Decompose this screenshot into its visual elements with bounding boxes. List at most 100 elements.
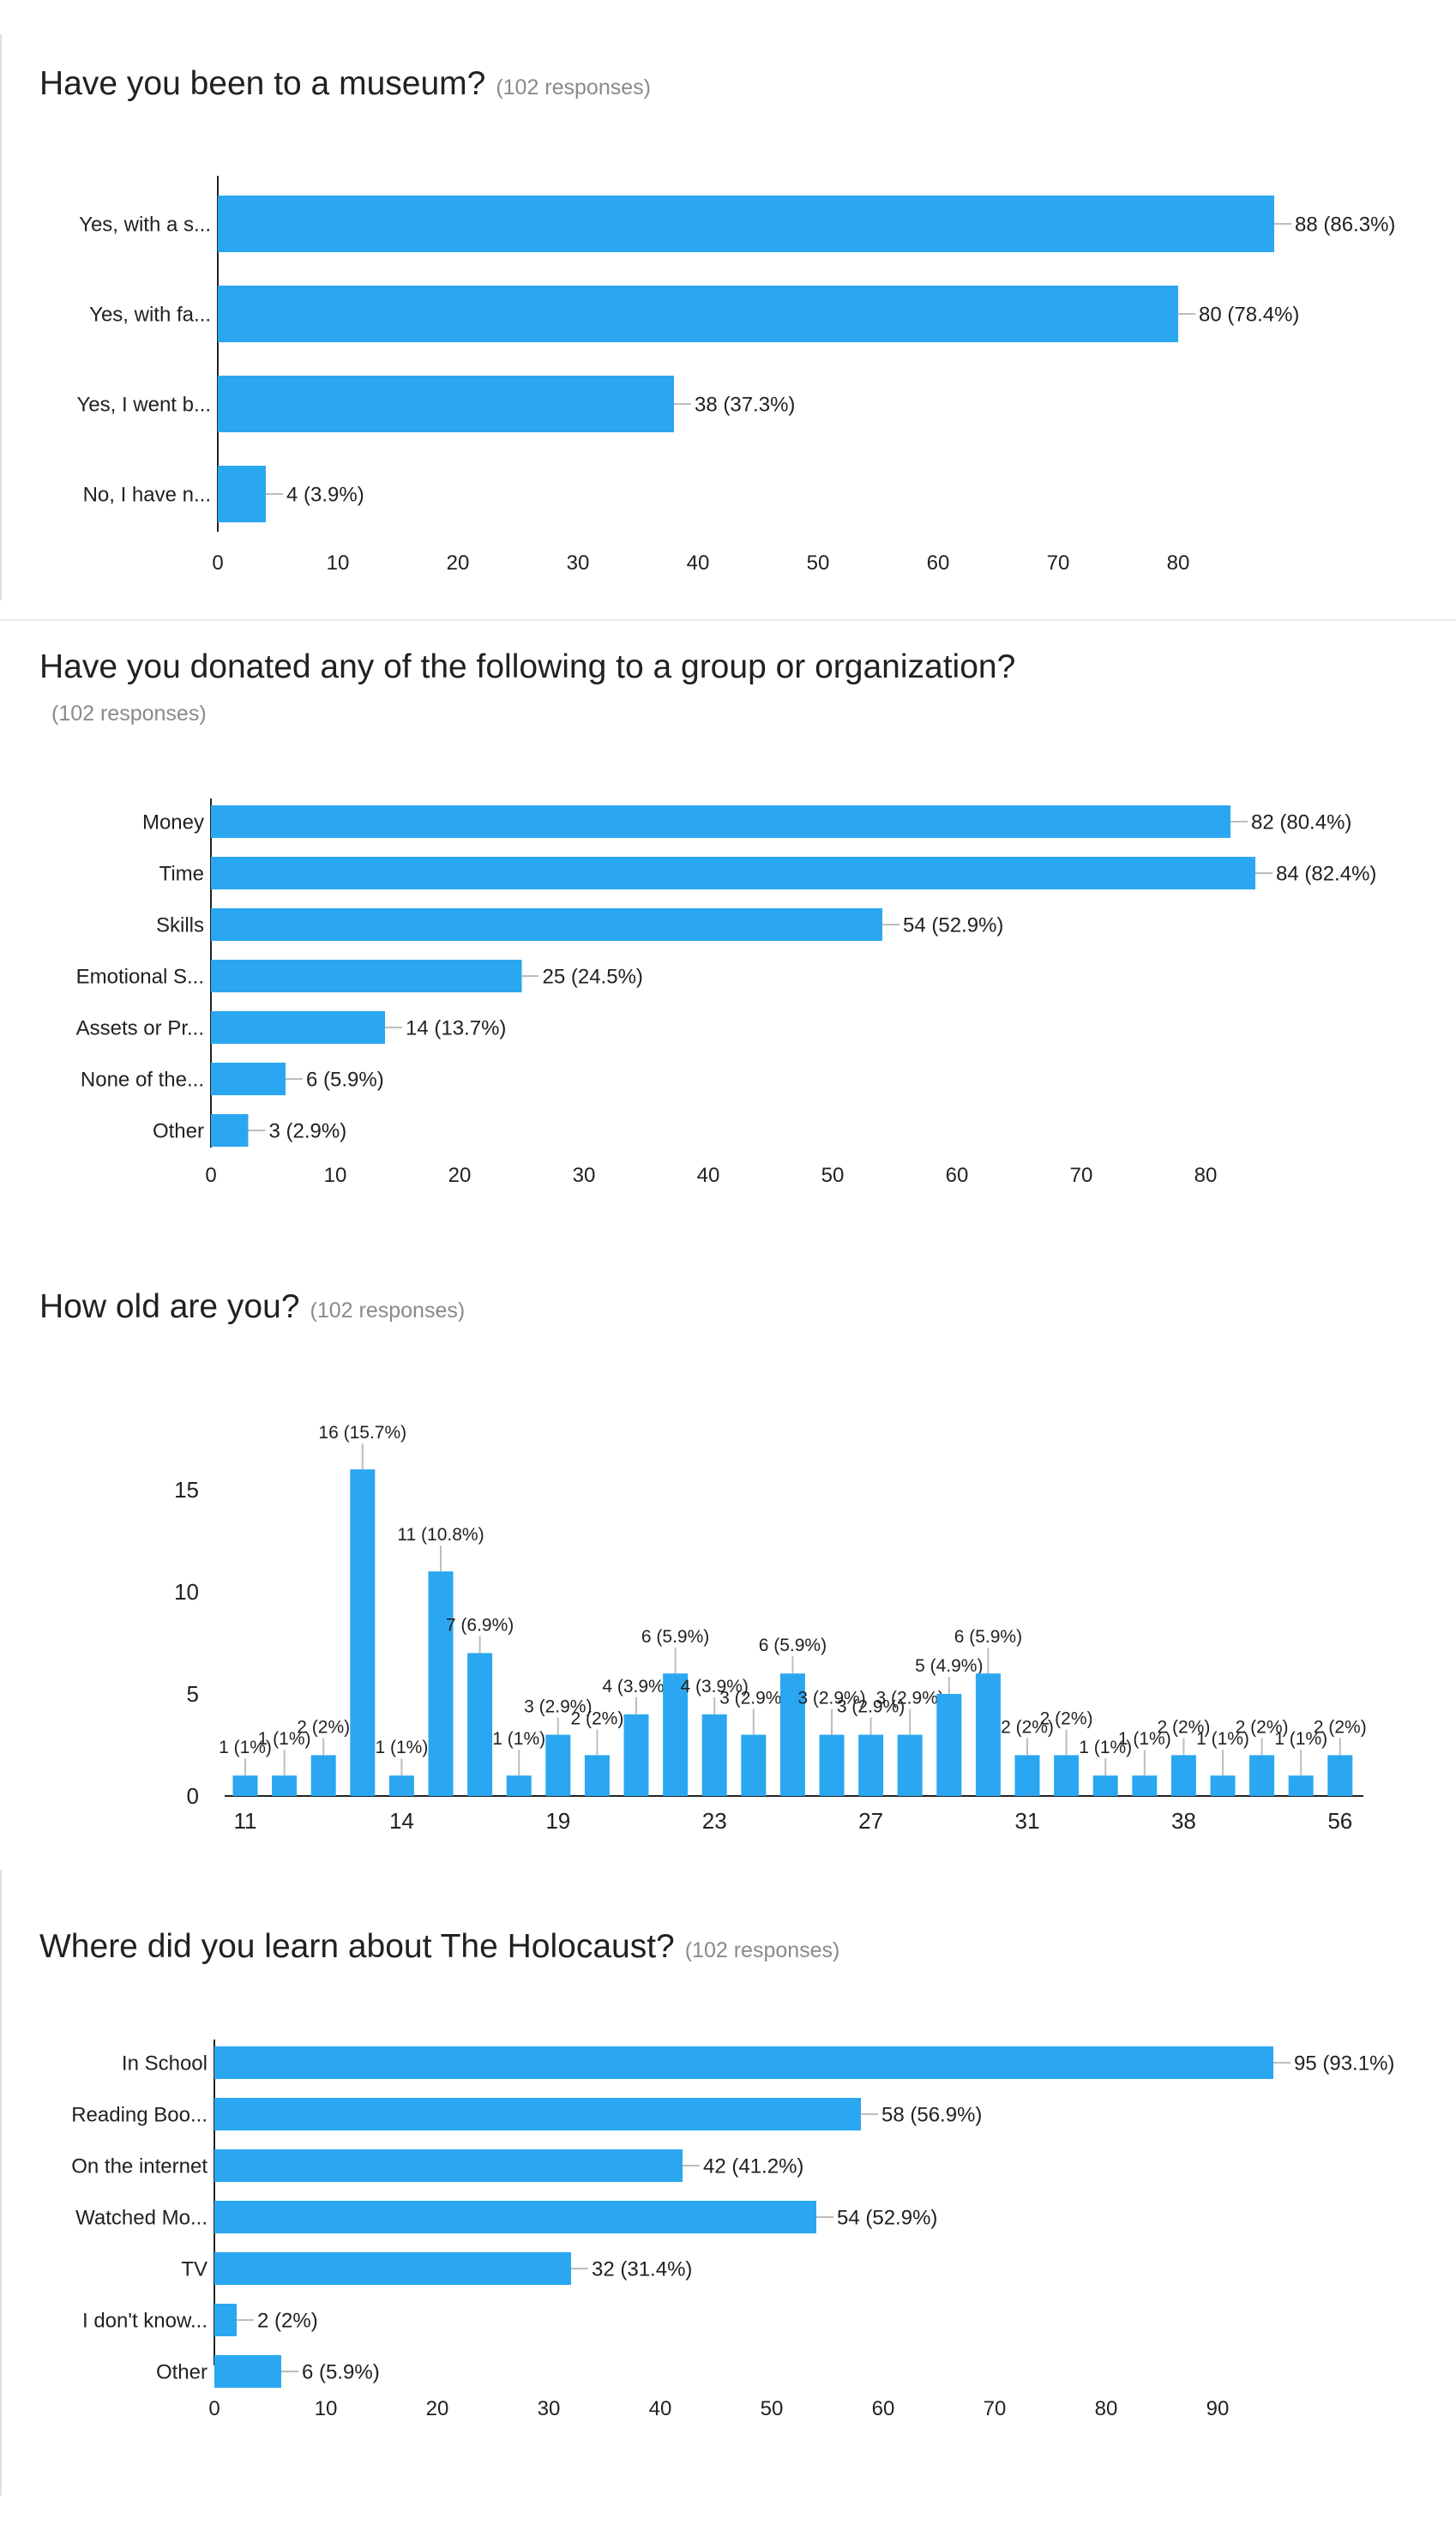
bar xyxy=(272,1775,298,1796)
x-tick-label: 30 xyxy=(538,2397,561,2420)
y-tick-label: 15 xyxy=(174,1477,199,1503)
data-label: 2 (2%) xyxy=(257,2310,318,2333)
data-label: 4 (3.9%) xyxy=(602,1677,670,1696)
category-label: Other xyxy=(156,2361,208,2384)
category-label: Yes, with fa... xyxy=(89,304,211,327)
data-label: 3 (2.9%) xyxy=(524,1697,592,1717)
bar xyxy=(1327,1755,1353,1796)
data-label: 38 (37.3%) xyxy=(695,394,795,417)
data-label: 1 (1%) xyxy=(1274,1729,1327,1749)
bar xyxy=(388,1775,414,1796)
bar xyxy=(214,2252,571,2285)
category-label: On the internet xyxy=(71,2155,208,2178)
x-tick-label: 80 xyxy=(1095,2397,1118,2420)
data-label: 1 (1%) xyxy=(258,1729,311,1749)
category-label: Skills xyxy=(156,914,204,937)
bar xyxy=(897,1734,923,1796)
x-tick-label: 56 xyxy=(1327,1808,1352,1834)
data-label: 14 (13.7%) xyxy=(406,1017,506,1040)
category-label: In School xyxy=(122,2052,208,2076)
x-tick-label: 40 xyxy=(649,2397,672,2420)
data-label: 82 (80.4%) xyxy=(1251,811,1351,835)
data-label: 3 (2.9%) xyxy=(797,1689,865,1708)
x-tick-label: 20 xyxy=(447,551,470,575)
data-label: 32 (31.4%) xyxy=(592,2258,692,2281)
category-label: TV xyxy=(181,2258,208,2281)
question-text: Where did you learn about The Holocaust? xyxy=(39,1928,675,1965)
card-divider xyxy=(0,619,1456,621)
data-label: 54 (52.9%) xyxy=(903,914,1003,937)
response-count: (102 responses) xyxy=(310,1299,466,1323)
response-count: (102 responses) xyxy=(496,75,651,99)
x-tick-label: 11 xyxy=(234,1808,257,1834)
bar xyxy=(211,857,1255,889)
data-label: 2 (2%) xyxy=(1314,1717,1367,1737)
category-label: Reading Boo... xyxy=(71,2104,208,2127)
category-label: Time xyxy=(159,863,204,886)
holocaust-bar-chart: In School 95 (93.1%) Reading Boo... 58 (56.… xyxy=(71,2040,1394,2420)
data-label: 1 (1%) xyxy=(219,1738,272,1757)
category-label: Other xyxy=(153,1120,204,1143)
donation-question-card: Have you donated any of the following to… xyxy=(0,623,1456,1240)
data-label: 84 (82.4%) xyxy=(1276,863,1376,886)
bar xyxy=(701,1714,727,1796)
x-tick-label: 10 xyxy=(315,2397,338,2420)
bar xyxy=(1132,1775,1158,1796)
bar xyxy=(975,1673,1001,1796)
bar xyxy=(1288,1775,1314,1796)
data-label: 4 (3.9%) xyxy=(681,1677,749,1696)
data-label: 3 (2.9%) xyxy=(269,1120,347,1143)
category-label: None of the... xyxy=(81,1069,204,1092)
bar xyxy=(1210,1775,1236,1796)
bar xyxy=(211,805,1230,838)
bar xyxy=(211,908,882,941)
data-label: 6 (5.9%) xyxy=(759,1636,827,1655)
data-label: 6 (5.9%) xyxy=(302,2361,380,2384)
data-label: 80 (78.4%) xyxy=(1199,304,1299,327)
response-count: (102 responses) xyxy=(51,702,207,726)
question-text: Have you been to a museum? xyxy=(39,65,486,102)
data-label: 7 (6.9%) xyxy=(446,1615,514,1635)
data-label: 6 (5.9%) xyxy=(954,1627,1022,1647)
bar xyxy=(1170,1755,1196,1796)
category-label: Emotional S... xyxy=(76,966,204,989)
question-title: Have you been to a museum? (102 responses… xyxy=(39,65,651,103)
category-label: Assets or Pr... xyxy=(76,1017,204,1040)
x-tick-label: 0 xyxy=(212,551,223,575)
x-tick-label: 10 xyxy=(327,551,350,575)
x-tick-label: 40 xyxy=(687,551,710,575)
bar xyxy=(779,1673,805,1796)
data-label: 16 (15.7%) xyxy=(318,1423,406,1443)
bar xyxy=(858,1734,884,1796)
x-tick-label: 10 xyxy=(324,1164,347,1187)
data-label: 2 (2%) xyxy=(297,1717,350,1737)
x-tick-label: 60 xyxy=(927,551,950,575)
data-label: 3 (2.9%) xyxy=(837,1697,905,1717)
data-label: 11 (10.8%) xyxy=(397,1525,484,1545)
bar xyxy=(1249,1755,1275,1796)
data-label: 95 (93.1%) xyxy=(1294,2052,1394,2076)
data-label: 42 (41.2%) xyxy=(703,2155,803,2178)
data-label: 1 (1%) xyxy=(492,1729,545,1749)
bar xyxy=(214,2201,816,2233)
x-tick-label: 70 xyxy=(1047,551,1070,575)
x-tick-label: 30 xyxy=(567,551,590,575)
x-tick-label: 90 xyxy=(1206,2397,1230,2420)
data-label: 6 (5.9%) xyxy=(306,1069,384,1092)
question-text: Have you donated any of the following to… xyxy=(39,648,1016,685)
x-tick-label: 70 xyxy=(1070,1164,1093,1187)
bar xyxy=(623,1714,649,1796)
x-tick-label: 19 xyxy=(545,1808,570,1834)
x-tick-label: 50 xyxy=(807,551,830,575)
data-label: 6 (5.9%) xyxy=(641,1627,709,1647)
data-label: 1 (1%) xyxy=(1079,1738,1132,1757)
x-tick-label: 60 xyxy=(946,1164,969,1187)
bar xyxy=(211,1114,249,1147)
data-label: 4 (3.9%) xyxy=(286,484,364,507)
category-label: Yes, I went b... xyxy=(76,394,211,417)
x-tick-label: 20 xyxy=(448,1164,472,1187)
bar xyxy=(310,1755,336,1796)
bar xyxy=(584,1755,610,1796)
x-tick-label: 20 xyxy=(426,2397,449,2420)
x-tick-label: 31 xyxy=(1015,1808,1040,1834)
